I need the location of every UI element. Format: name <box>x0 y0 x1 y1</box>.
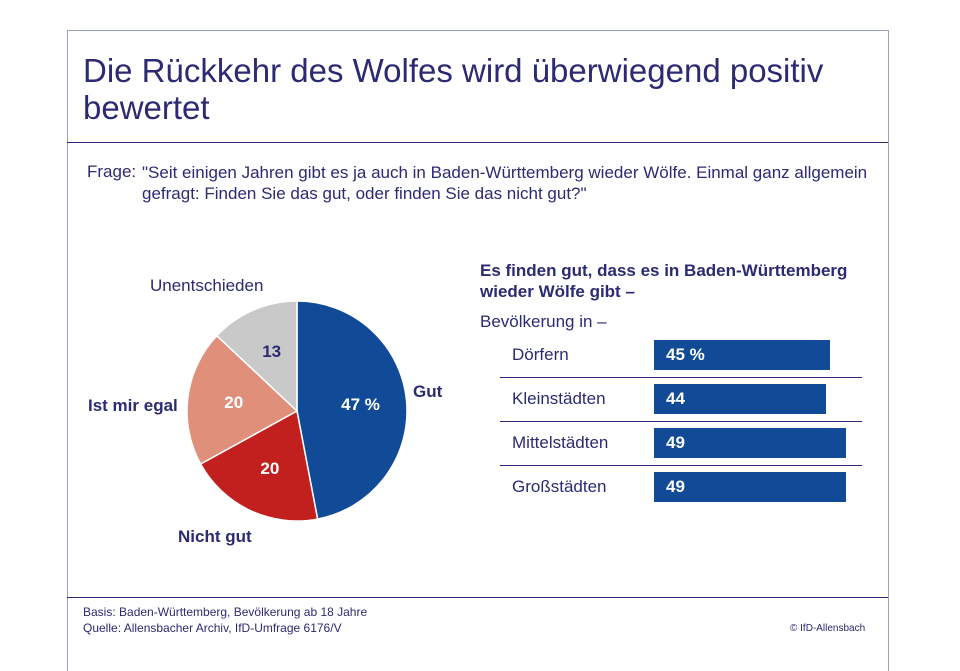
bar-row-divider <box>500 377 862 378</box>
pie-value-0: 47 % <box>341 394 380 414</box>
bar <box>654 384 827 414</box>
footer-copyright: © IfD-Allensbach <box>790 623 866 634</box>
title-divider <box>67 142 888 143</box>
pie-chart <box>186 300 408 522</box>
pie-label-2: Ist mir egal <box>88 396 178 415</box>
bar-category-label: Mittelstädten <box>512 433 609 452</box>
question-text: "Seit einigen Jahren gibt es ja auch in … <box>142 163 868 203</box>
bar-chart-subtitle: Bevölkerung in – <box>480 312 607 331</box>
pie-slice-2 <box>186 334 299 466</box>
question-label: Frage: <box>87 162 137 181</box>
bar-row-3: Großstädten 49 <box>500 465 862 509</box>
footer-basis: Basis: Baden-Württemberg, Bevölkerung ab… <box>83 605 368 619</box>
bar <box>654 428 847 458</box>
bar-category-label: Dörfern <box>512 345 569 364</box>
pie-slice-1 <box>199 409 319 522</box>
chart-title: Die Rückkehr des Wolfes wird überwiegend… <box>83 52 824 126</box>
bar-row-0: Dörfern 45 % <box>500 333 862 378</box>
bar-value-label: 49 <box>666 433 685 452</box>
bar <box>654 340 831 370</box>
bar-value-label: 44 <box>666 389 685 408</box>
bar-row-divider <box>500 421 862 422</box>
bar-row-1: Kleinstädten 44 <box>500 377 862 422</box>
bar-value-label: 49 <box>666 477 685 496</box>
pie-label-0: Gut <box>413 382 443 401</box>
bar-value-label: 45 % <box>666 345 705 364</box>
pie-slice-0 <box>296 300 408 520</box>
pie-slice-3 <box>215 300 298 413</box>
bar-chart-title: Es finden gut, dass es in Baden-Württemb… <box>480 261 848 301</box>
bar <box>654 472 847 502</box>
bar-category-label: Kleinstädten <box>512 389 606 408</box>
pie-value-1: 20 <box>260 458 280 478</box>
pie-label-3: Unentschieden <box>150 276 264 295</box>
chart-frame <box>67 30 889 671</box>
pie-label-1: Nicht gut <box>178 527 252 546</box>
bar-row-divider <box>500 465 862 466</box>
pie-value-2: 20 <box>224 393 244 412</box>
bar-category-label: Großstädten <box>512 477 607 496</box>
bar-row-2: Mittelstädten 49 <box>500 421 862 466</box>
pie-value-3: 13 <box>262 342 282 362</box>
footer-source: Quelle: Allensbacher Archiv, IfD-Umfrage… <box>83 621 342 635</box>
footer-divider <box>67 597 888 598</box>
